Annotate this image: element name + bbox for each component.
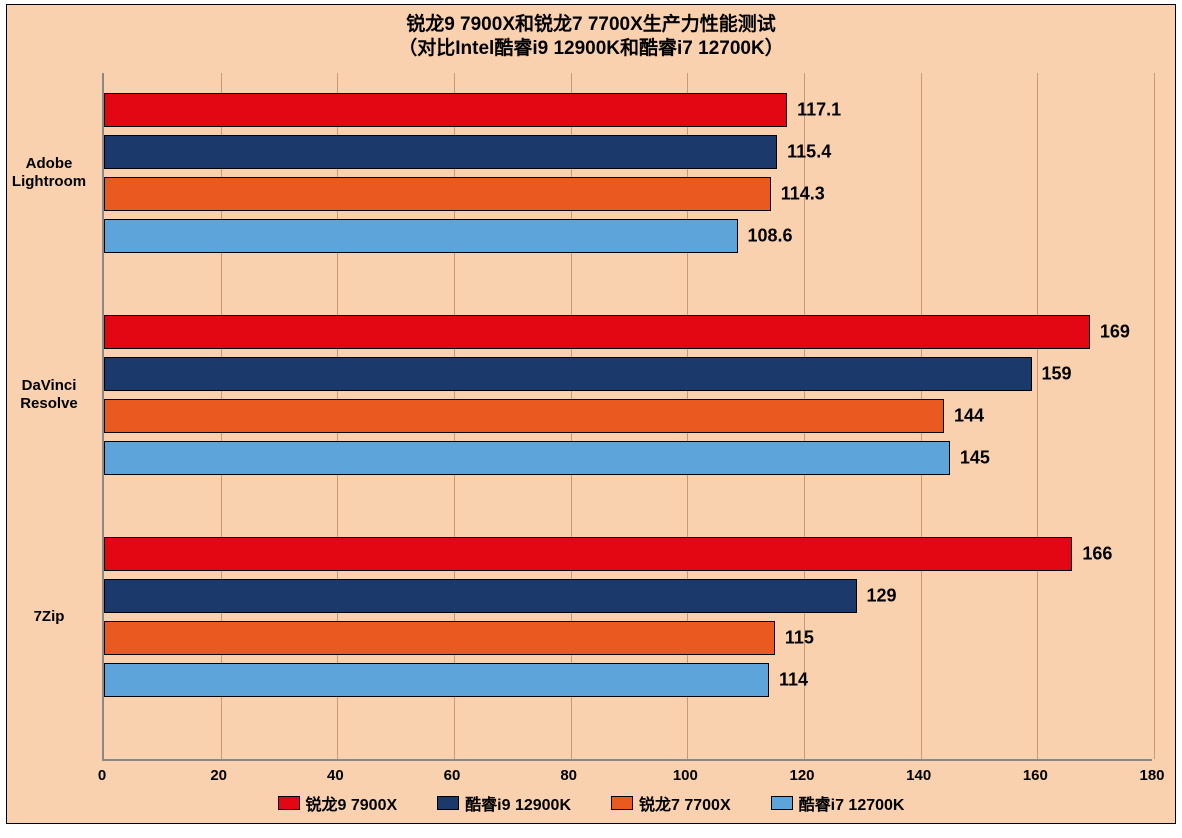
category-label: DaVinciResolve — [4, 377, 94, 413]
bar-value-label: 145 — [960, 448, 990, 469]
bar — [104, 177, 771, 211]
chart-title-line1: 锐龙9 7900X和锐龙7 7700X生产力性能测试 — [7, 13, 1175, 37]
bar — [104, 219, 738, 253]
bar — [104, 537, 1072, 571]
category-label: 7Zip — [4, 608, 94, 626]
legend: 锐龙9 7900X 酷睿i9 12900K 锐龙7 7700X 酷睿i7 12700K — [7, 791, 1175, 815]
category-group: 7Zip166129115114 — [104, 537, 1152, 697]
legend-swatch — [611, 796, 633, 810]
legend-label: 酷睿i7 12700K — [799, 791, 905, 815]
legend-item: 锐龙9 7900X — [278, 791, 398, 815]
legend-item: 酷睿i7 12700K — [771, 791, 905, 815]
bar-value-label: 108.6 — [748, 226, 793, 247]
x-tick-label: 180 — [1139, 767, 1164, 784]
legend-label: 锐龙9 7900X — [306, 791, 398, 815]
x-tick-label: 80 — [560, 767, 577, 784]
bar — [104, 663, 769, 697]
x-axis: 020406080100120140160180 — [102, 763, 1152, 787]
x-tick-label: 100 — [673, 767, 698, 784]
legend-swatch — [437, 796, 459, 810]
bar — [104, 441, 950, 475]
gridline — [1154, 73, 1155, 759]
x-tick-label: 20 — [210, 767, 227, 784]
legend-item: 锐龙7 7700X — [611, 791, 731, 815]
chart-title: 锐龙9 7900X和锐龙7 7700X生产力性能测试 （对比Intel酷睿i9 … — [7, 5, 1175, 61]
bar — [104, 579, 857, 613]
legend-swatch — [278, 796, 300, 810]
bar-value-label: 114 — [779, 670, 808, 691]
bar-value-label: 166 — [1082, 544, 1112, 565]
legend-swatch — [771, 796, 793, 810]
x-tick-label: 0 — [98, 767, 106, 784]
bar — [104, 93, 787, 127]
legend-item: 酷睿i9 12900K — [437, 791, 571, 815]
bar-value-label: 115.4 — [787, 142, 831, 163]
plot-area: AdobeLightroom117.1115.4114.3108.6DaVinc… — [102, 73, 1152, 761]
bar-value-label: 144 — [954, 406, 984, 427]
category-label: AdobeLightroom — [4, 155, 94, 191]
x-tick-label: 160 — [1023, 767, 1048, 784]
x-tick-label: 60 — [444, 767, 461, 784]
bar-value-label: 117.1 — [797, 100, 841, 121]
x-tick-label: 40 — [327, 767, 344, 784]
legend-label: 酷睿i9 12900K — [465, 791, 571, 815]
bar-value-label: 159 — [1042, 364, 1072, 385]
bar-value-label: 115 — [785, 628, 814, 649]
bar-value-label: 114.3 — [781, 184, 825, 205]
bar — [104, 357, 1032, 391]
legend-label: 锐龙7 7700X — [639, 791, 731, 815]
bar — [104, 315, 1090, 349]
bar-value-label: 169 — [1100, 322, 1130, 343]
bar-value-label: 129 — [867, 586, 897, 607]
bar — [104, 399, 944, 433]
category-group: DaVinciResolve169159144145 — [104, 315, 1152, 475]
category-group: AdobeLightroom117.1115.4114.3108.6 — [104, 93, 1152, 253]
bar — [104, 621, 775, 655]
benchmark-chart: 锐龙9 7900X和锐龙7 7700X生产力性能测试 （对比Intel酷睿i9 … — [6, 4, 1176, 824]
x-tick-label: 140 — [906, 767, 931, 784]
bar — [104, 135, 777, 169]
x-tick-label: 120 — [789, 767, 814, 784]
chart-title-line2: （对比Intel酷睿i9 12900K和酷睿i7 12700K） — [7, 37, 1175, 61]
